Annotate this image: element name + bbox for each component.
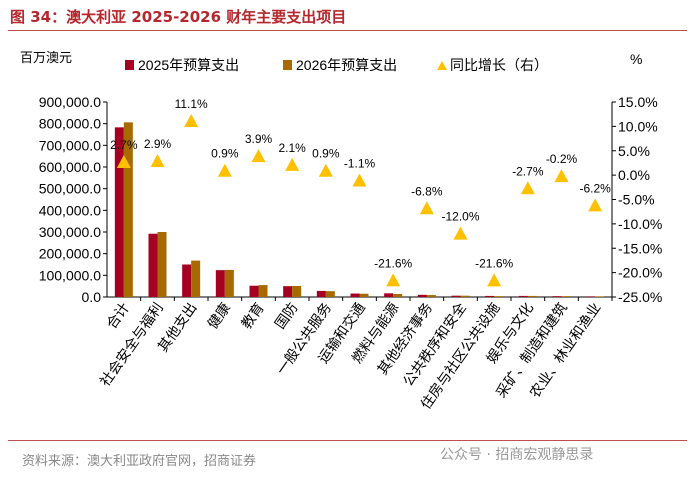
growth-data-label: -1.1% [344, 156, 376, 170]
x-tick-label: 合计 [103, 300, 132, 332]
growth-marker [352, 173, 367, 187]
growth-marker [386, 273, 401, 287]
bar-2025 [215, 270, 225, 297]
bar-2026 [157, 232, 167, 297]
growth-data-label: -21.6% [374, 256, 412, 270]
growth-data-label: 3.9% [245, 132, 273, 146]
x-tick-label: 健康 [204, 300, 233, 332]
growth-data-label: -6.8% [411, 184, 443, 198]
growth-marker [184, 114, 199, 128]
right-tick-label: 10.0% [618, 118, 658, 134]
bar-2025 [249, 285, 259, 297]
growth-marker [520, 181, 535, 195]
right-tick-label: -20.0% [618, 265, 662, 281]
growth-marker [419, 201, 434, 215]
left-axis-label: 百万澳元 [20, 50, 72, 65]
right-axis-label: % [630, 51, 642, 67]
legend-swatch [125, 60, 134, 70]
growth-marker [588, 198, 603, 212]
legend-label: 2026年预算支出 [296, 57, 397, 73]
bar-2026 [494, 296, 504, 297]
growth-marker [251, 149, 266, 163]
bar-2026 [123, 122, 133, 297]
chart: 0.0 100,000.0 200,000.0 300,000.0 400,000.0 5… [20, 50, 662, 412]
bar-2026 [292, 285, 302, 297]
bar-2025 [114, 127, 124, 297]
growth-data-label: -0.2% [546, 152, 578, 166]
growth-marker [554, 169, 569, 183]
growth-marker [453, 226, 468, 240]
left-tick-label: 400,000.0 [39, 202, 101, 218]
right-tick-label: 0.0% [618, 167, 650, 183]
legend-label: 2025年预算支出 [138, 57, 239, 73]
bar-2025 [316, 290, 326, 297]
growth-marker [150, 153, 165, 167]
x-tick-label: 国防 [271, 300, 300, 332]
left-tick-label: 300,000.0 [39, 224, 101, 240]
bar-2026 [561, 296, 571, 297]
growth-data-label: 0.9% [312, 147, 340, 161]
left-tick-label: 700,000.0 [39, 137, 101, 153]
bar-2026 [393, 293, 403, 297]
bar-2025 [384, 293, 394, 297]
legend-swatch [283, 60, 292, 70]
growth-data-label: 2.9% [144, 137, 172, 151]
bar-2025 [283, 286, 293, 297]
bar-2025 [417, 294, 427, 297]
left-tick-label: 900,000.0 [39, 94, 101, 110]
watermark: 公众号 · 招商宏观静思录 [440, 447, 594, 463]
bar-2025 [350, 293, 360, 297]
bar-2025 [552, 296, 562, 297]
bar-2025 [518, 295, 528, 297]
footer-divider [8, 440, 687, 441]
bar-2025 [148, 233, 158, 297]
growth-data-label: -2.7% [512, 164, 544, 178]
growth-data-label: 11.1% [175, 97, 208, 111]
title-divider [8, 30, 687, 31]
bar-2026 [595, 296, 605, 297]
bar-2026 [191, 260, 201, 297]
growth-marker [318, 163, 333, 177]
left-tick-label: 600,000.0 [39, 159, 101, 175]
growth-marker [116, 154, 131, 168]
bar-2026 [359, 293, 369, 297]
growth-data-label: -6.2% [579, 181, 611, 195]
bar-2026 [426, 295, 436, 297]
bar-2026 [258, 285, 268, 297]
bar-2026 [527, 295, 537, 297]
right-tick-label: -25.0% [618, 289, 662, 305]
growth-marker [285, 157, 300, 171]
growth-data-label: -12.0% [441, 210, 479, 224]
bar-2025 [485, 295, 495, 297]
right-tick-label: -5.0% [618, 192, 655, 208]
growth-data-label: 0.9% [211, 147, 239, 161]
bar-2026 [460, 295, 470, 297]
figure-title: 图 34：澳大利亚 2025-2026 财年主要支出项目 [10, 8, 347, 26]
right-tick-label: 15.0% [618, 94, 658, 110]
bar-2025 [586, 296, 596, 297]
left-tick-label: 500,000.0 [39, 181, 101, 197]
growth-data-label: 2.1% [278, 141, 306, 155]
right-tick-label: -10.0% [618, 216, 662, 232]
growth-data-label: -21.6% [475, 256, 513, 270]
legend-triangle-marker [437, 61, 447, 70]
legend-label: 同比增长（右） [450, 57, 548, 73]
growth-marker [217, 163, 232, 177]
left-tick-label: 800,000.0 [39, 116, 101, 132]
bar-2025 [451, 295, 461, 297]
bar-2026 [224, 269, 234, 297]
growth-marker [487, 273, 502, 287]
bar-2025 [182, 264, 192, 297]
left-tick-label: 100,000.0 [39, 267, 101, 283]
right-tick-label: 5.0% [618, 143, 650, 159]
right-tick-label: -15.0% [618, 240, 662, 256]
growth-data-label: 2.7% [110, 138, 138, 152]
source-note: 资料来源：澳大利亚政府官网，招商证券 [22, 454, 257, 469]
left-tick-label: 200,000.0 [39, 246, 101, 262]
bar-2026 [325, 291, 335, 297]
x-tick-label: 教育 [238, 300, 267, 332]
left-tick-label: 0.0 [82, 289, 102, 305]
